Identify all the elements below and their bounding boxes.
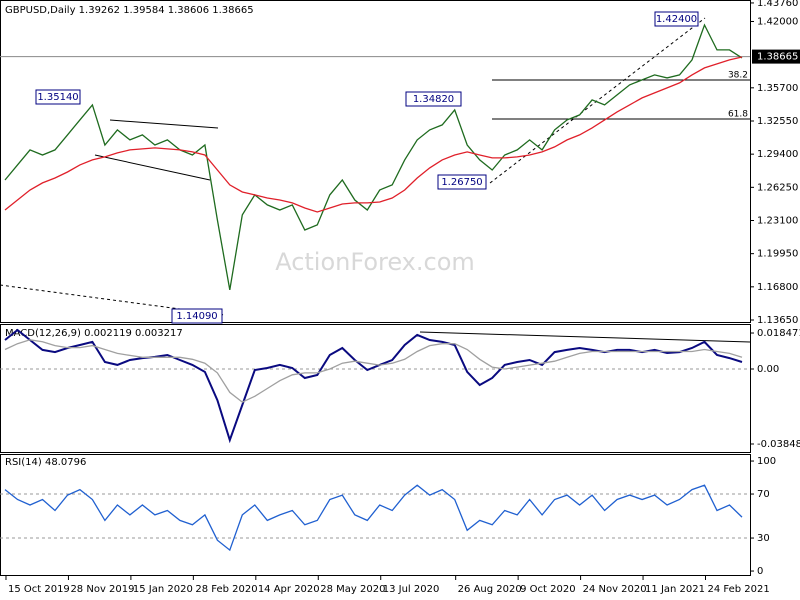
x-tick-label: 24 Feb 2021	[708, 584, 770, 595]
y-tick-label: 0	[757, 566, 763, 577]
price-label: 1.34820	[413, 94, 454, 105]
x-tick-label: 15 Jan 2020	[133, 584, 193, 595]
x-tick-label: 28 Feb 2020	[195, 584, 257, 595]
y-tick-label: 1.35700	[757, 83, 798, 94]
divergence-line	[419, 331, 751, 343]
last-price-box	[752, 49, 800, 64]
rsi-title: RSI(14) 48.0796	[5, 457, 86, 468]
y-tick-label: 70	[757, 489, 770, 500]
price-label-box	[437, 174, 487, 190]
x-tick-label: 26 Aug 2020	[458, 584, 522, 595]
trendline	[109, 119, 219, 129]
series-line	[4, 484, 743, 552]
y-tick-label: 1.16800	[757, 282, 798, 293]
trendline	[94, 154, 211, 181]
y-tick-label: 1.42000	[757, 16, 798, 27]
x-tick-label: 11 Jan 2021	[645, 584, 705, 595]
series-line	[4, 23, 743, 291]
macd-title: MACD(12,26,9) 0.002119 0.003217	[5, 328, 183, 339]
y-tick-label: 30	[757, 533, 770, 544]
price-label: 1.42400	[656, 14, 697, 25]
y-tick-label: 1.19950	[757, 249, 798, 260]
y-tick-label: 0.00	[757, 364, 779, 375]
y-tick-label: 100	[757, 456, 776, 467]
trendline	[0, 284, 226, 316]
x-tick-label: 13 Jul 2020	[383, 584, 440, 595]
y-tick-label: -0.038486	[757, 439, 800, 450]
price-label-box	[171, 308, 223, 324]
price-label-box	[654, 11, 699, 27]
y-tick-label: 1.43760	[757, 0, 798, 9]
y-tick-label: 1.23100	[757, 215, 798, 226]
y-tick-label: 1.13650	[757, 315, 798, 326]
series-line	[4, 339, 743, 403]
y-tick-label: 1.29400	[757, 149, 798, 160]
x-tick-label: 24 Nov 2020	[583, 584, 647, 595]
x-tick-label: 9 Oct 2020	[520, 584, 575, 595]
x-tick-label: 28 Nov 2019	[70, 584, 134, 595]
price-label: 1.26750	[441, 177, 482, 188]
price-panel	[0, 0, 751, 323]
macd-panel	[0, 324, 751, 453]
x-tick-label: 15 Oct 2019	[8, 584, 70, 595]
price-label: 1.35140	[37, 92, 78, 103]
series-line	[4, 328, 743, 444]
series-line	[4, 56, 743, 213]
fib-label: 38.2	[728, 71, 748, 81]
last-price-label: 1.38665	[757, 52, 798, 63]
rsi-panel	[0, 454, 751, 576]
y-tick-label: 1.26250	[757, 182, 798, 193]
x-tick-label: 14 Apr 2020	[258, 584, 320, 595]
price-label: 1.14090	[176, 311, 217, 322]
fib-label: 61.8	[728, 110, 748, 120]
price-label-box	[35, 89, 81, 105]
y-tick-label: 0.018471	[757, 328, 800, 339]
y-tick-label: 1.32550	[757, 116, 798, 127]
x-tick-label: 28 May 2020	[320, 584, 385, 595]
watermark: ActionForex.com	[275, 248, 475, 276]
price-label-box	[405, 91, 462, 107]
chart-title: GBPUSD,Daily 1.39262 1.39584 1.38606 1.3…	[5, 5, 254, 16]
